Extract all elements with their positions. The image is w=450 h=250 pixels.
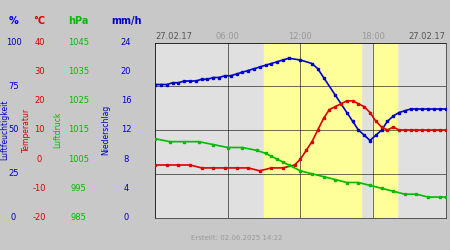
Text: °C: °C <box>34 16 45 26</box>
Text: 10: 10 <box>34 126 45 134</box>
Bar <box>264 42 361 218</box>
Text: 06:00: 06:00 <box>216 32 240 41</box>
Text: 1045: 1045 <box>68 38 89 47</box>
Text: 12:00: 12:00 <box>288 32 312 41</box>
Text: 985: 985 <box>71 213 87 222</box>
Text: 50: 50 <box>8 126 19 134</box>
Text: -20: -20 <box>33 213 46 222</box>
Text: 1035: 1035 <box>68 67 89 76</box>
Text: 12: 12 <box>121 126 131 134</box>
Text: mm/h: mm/h <box>111 16 141 26</box>
Text: 1005: 1005 <box>68 155 89 164</box>
Text: Luftdruck: Luftdruck <box>53 112 62 148</box>
Text: 20: 20 <box>121 67 131 76</box>
Text: 0: 0 <box>11 213 16 222</box>
Text: Erstellt: 02.06.2025 14:22: Erstellt: 02.06.2025 14:22 <box>191 235 282 241</box>
Text: 27.02.17: 27.02.17 <box>155 32 192 41</box>
Text: 16: 16 <box>121 96 131 105</box>
Text: hPa: hPa <box>68 16 89 26</box>
Text: 30: 30 <box>34 67 45 76</box>
Text: %: % <box>9 16 18 26</box>
Text: 20: 20 <box>34 96 45 105</box>
Text: 40: 40 <box>34 38 45 47</box>
Text: 0: 0 <box>37 155 42 164</box>
Text: 1015: 1015 <box>68 126 89 134</box>
Text: 18:00: 18:00 <box>361 32 385 41</box>
Text: 1025: 1025 <box>68 96 89 105</box>
Text: Temperatur: Temperatur <box>22 108 31 152</box>
Text: 8: 8 <box>123 155 129 164</box>
Text: 27.02.17: 27.02.17 <box>409 32 446 41</box>
Text: 24: 24 <box>121 38 131 47</box>
Text: -10: -10 <box>33 184 46 193</box>
Bar <box>373 42 397 218</box>
Text: 25: 25 <box>8 169 19 178</box>
Text: Niederschlag: Niederschlag <box>101 105 110 155</box>
Text: 0: 0 <box>123 213 129 222</box>
Text: 75: 75 <box>8 82 19 91</box>
Text: 995: 995 <box>71 184 86 193</box>
Text: 100: 100 <box>5 38 22 47</box>
Text: Luftfeuchtigkeit: Luftfeuchtigkeit <box>0 100 9 160</box>
Text: 4: 4 <box>123 184 129 193</box>
